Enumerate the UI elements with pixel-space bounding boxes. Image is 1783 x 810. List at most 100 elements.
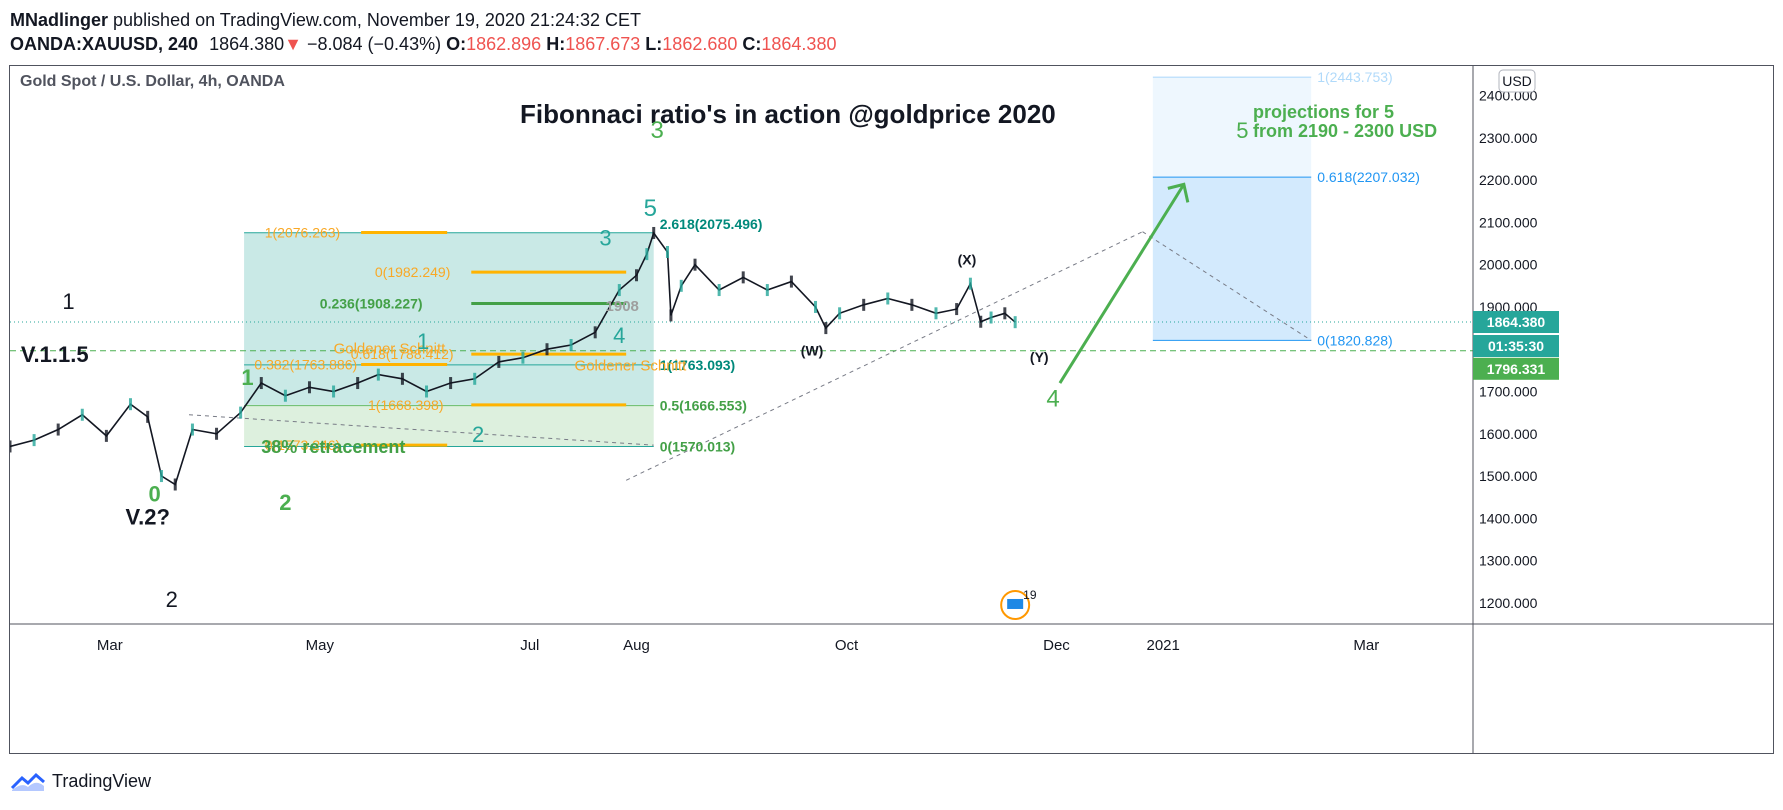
price-change: −8.084 (−0.43%) [306,34,442,54]
projection-box-lower [1152,177,1312,341]
open-value: 1862.896 [466,34,542,54]
high-label: H: [546,34,566,54]
wave-label-w1_black: 1 [62,289,74,314]
projection-note-line2: from 2190 - 2300 USD [1253,121,1437,141]
x-tick-label: 2021 [1147,637,1180,654]
price-candle [332,385,336,398]
price-candle [934,307,938,320]
wave-label-w4_green: 4 [1046,385,1059,412]
price-candle [146,410,150,423]
y-tick-label: 2200.000 [1479,172,1538,188]
fib-extension-label-3: 0(1570.013) [660,438,736,454]
x-tick-label: Mar [97,637,123,654]
x-tick-label: Oct [835,637,859,654]
price-candle [159,470,163,483]
down-arrow-icon: ▼ [284,34,302,54]
projection-level-label-1: 0.618(2207.032) [1317,169,1420,185]
y-tick-label: 1700.000 [1479,384,1538,400]
price-candle [215,427,219,440]
footer: TradingView [10,770,151,792]
price-candle [545,343,549,356]
currency-button[interactable] [1498,69,1536,93]
price-candle [968,277,972,290]
goldener-schnitt-label-2: Goldener Schnitt [575,357,688,374]
legend-title: Gold Spot / U.S. Dollar, 4h, OANDA [20,73,285,90]
wave-label-w2_black: 2 [166,587,178,612]
price-candle [910,298,914,311]
wave-label-w5_proj: 5 [1236,118,1248,143]
wave-label-w3_big: 3 [650,117,663,144]
projection-box-upper [1152,77,1312,178]
price-candle [376,368,380,381]
projection-arrow-line [1058,183,1186,384]
price-series-line[interactable] [9,231,1016,486]
price-candle [1003,307,1007,320]
price-candle [449,377,453,390]
price-candle [307,381,311,394]
y-tick-label: 2000.000 [1479,257,1538,273]
price-candle [1013,316,1017,329]
wave-label-w1_teal: 1 [417,329,429,354]
wave-label-y_label: (Y) [1030,349,1049,365]
price-candle [239,406,243,419]
price-candle [838,307,842,320]
price-candle [789,275,793,288]
wave-label-w0: 0 [148,481,160,506]
chart-frame[interactable]: 1(2443.753) 0.618(2207.032) 0(1820.828) 2.6… [8,65,1774,754]
wave-label-x_label: (X) [958,252,977,268]
price-candle [128,398,132,411]
price-candle [862,298,866,311]
y-tick-label: 1200.000 [1479,595,1538,611]
open-label: O: [446,34,467,54]
price-candle [989,311,993,324]
y-tick-label: 2300.000 [1479,130,1538,146]
tradingview-logo-icon[interactable] [10,770,46,792]
price-candle [356,377,360,390]
projection-arrow-head-icon [1167,182,1190,203]
currency-button-label[interactable]: USD [1502,73,1532,89]
fib-retracement-label-6: 0(1573.246) [265,437,341,453]
price-candle [32,434,36,447]
fib-retracement-label-0: 1(2076.263) [265,224,341,240]
close-value: 1864.380 [761,34,837,54]
wave-label-v2: V.2? [125,505,169,530]
price-candle [693,258,697,271]
level-1796-tag [1473,357,1559,380]
goldener-schnitt-label-1: Goldener Schnitt [334,340,447,357]
wave-label-w2_teal: 2 [472,422,484,447]
y-tick-label: 1500.000 [1479,468,1538,484]
event-badge-count: 19 [1023,588,1037,602]
tradingview-brand[interactable]: TradingView [52,770,152,791]
price-candle [765,284,769,297]
wave-label-v115: V.1.1.5 [21,342,89,367]
high-value: 1867.673 [565,34,641,54]
price-candle [955,303,959,316]
y-tick-label: 1300.000 [1479,553,1538,569]
price-candle [425,385,429,398]
x-tick-label: Mar [1353,637,1379,654]
fib-retracement-label-1: 0(1982.249) [375,264,451,280]
wave-label-w1_green: 1 [241,365,253,390]
price-candle [824,322,828,335]
price-candle [104,429,108,442]
fib-box-upper [244,232,654,405]
price-candle [652,226,656,239]
us-flag-icon [1007,598,1024,609]
price-candle [669,309,673,322]
published-text: published on TradingView.com, November 1… [113,10,642,30]
price-candle [521,351,525,364]
price-chart[interactable]: 1(2443.753) 0.618(2207.032) 0(1820.828) 2.6… [8,66,1773,753]
y-tick-label: 1600.000 [1479,426,1538,442]
plot-area[interactable] [10,66,1473,624]
wave-label-w5_teal: 5 [644,195,657,222]
y-tick-label: 1400.000 [1479,510,1538,526]
x-tick-label: Aug [623,637,650,654]
price-candle [593,326,597,339]
price-candle [497,355,501,368]
current-price-tag [1473,311,1559,334]
price-candle [569,339,573,351]
author-name[interactable]: MNadlinger [10,10,109,30]
fib-extension-label-2: 0.5(1666.553) [660,398,747,414]
price-candle [886,292,890,305]
projection-level-label-0: 1(2443.753) [1317,69,1393,85]
